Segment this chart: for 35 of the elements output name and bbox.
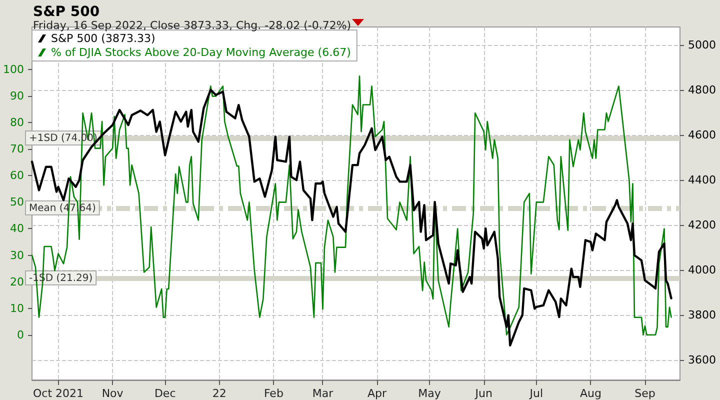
x-tick-label: Feb — [264, 387, 284, 400]
y2-tick-label: 3600 — [688, 353, 716, 366]
chart-title: S&P 500 — [33, 4, 100, 20]
y-tick-label: 20 — [10, 275, 24, 288]
chart-subtitle: Friday, 16 Sep 2022, Close 3873.33, Chg. -28.02 (-0.72%) — [33, 19, 352, 32]
x-tick-label: Mar — [312, 387, 334, 400]
y-tick-label: 60 — [10, 169, 24, 182]
y2-tick-label: 4800 — [688, 83, 716, 96]
x-tick-label: Oct 2021 — [33, 387, 84, 400]
y-tick-label: 90 — [10, 90, 24, 103]
x-tick-label: Jul — [528, 387, 544, 400]
x-tick-label: May — [418, 387, 442, 400]
y2-tick-label: 4000 — [688, 263, 716, 276]
x-tick-label: Dec — [154, 387, 176, 400]
y-tick-label: 70 — [10, 142, 24, 156]
y-tick-label: 80 — [10, 116, 24, 130]
x-tick-label: Nov — [102, 387, 124, 400]
x-tick-label: Aug — [580, 387, 602, 400]
y2-tick-label: 3800 — [688, 308, 716, 322]
y-tick-label: 40 — [10, 222, 24, 236]
y2-tick-label: 4600 — [688, 128, 716, 142]
x-tick-label: Apr — [368, 387, 388, 400]
x-tick-label: 22 — [212, 387, 226, 400]
y2-tick-label: 5000 — [688, 38, 716, 52]
y-tick-label: 10 — [10, 302, 24, 315]
y2-tick-label: 4400 — [688, 173, 716, 186]
y-tick-label: 0 — [16, 328, 24, 342]
y2-tick-label: 4200 — [688, 218, 716, 232]
legend-label: % of DJIA Stocks Above 20-Day Moving Average (6.67) — [51, 46, 351, 59]
x-tick-label: Sep — [634, 387, 656, 400]
y-tick-label: 30 — [10, 248, 24, 262]
legend-label: S&P 500 (3873.33) — [51, 32, 156, 45]
x-tick-label: Jun — [474, 387, 492, 400]
y-tick-label: 100 — [2, 62, 24, 76]
y-tick-label: 50 — [10, 196, 24, 209]
